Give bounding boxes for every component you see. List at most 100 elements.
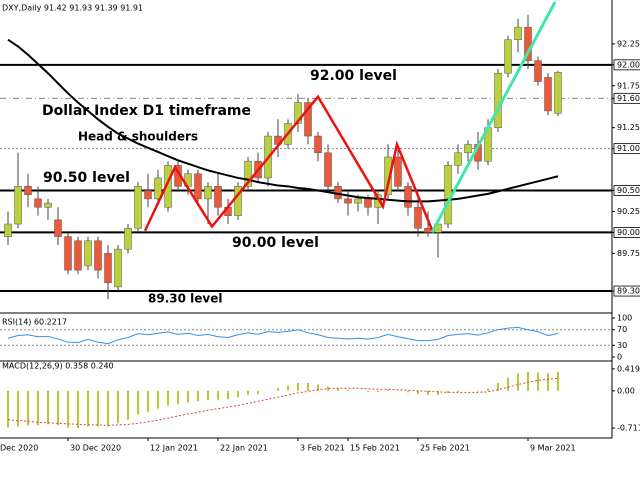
macd-bar xyxy=(87,390,89,427)
bear-candle-body xyxy=(364,198,372,208)
macd-bar xyxy=(377,390,379,392)
panel-title: DXY,Daily 91.42 91.93 91.39 91.91 xyxy=(2,4,143,13)
macd-bar xyxy=(147,390,149,412)
x-tick-label: 25 Feb 2021 xyxy=(420,444,470,453)
macd-bar xyxy=(387,389,389,391)
bear-candle-body xyxy=(394,156,402,187)
moving-average xyxy=(7,38,559,203)
price-label-box xyxy=(613,143,640,155)
macd-bar xyxy=(7,390,9,428)
bull-candle-body xyxy=(124,227,132,250)
bear-candle-body xyxy=(544,77,552,112)
bull-candle-body xyxy=(4,223,12,237)
macd-bar xyxy=(167,390,169,406)
bear-candle-body xyxy=(324,152,332,187)
macd-bar xyxy=(207,390,209,401)
y-tick-label: 0 xyxy=(617,353,622,362)
annotation: 92.00 level xyxy=(310,68,397,84)
bull-candle-body xyxy=(234,186,242,216)
y-tick-label: 70 xyxy=(617,325,627,334)
x-tick-label: 9 Mar 2021 xyxy=(530,444,576,453)
bull-candle-body xyxy=(514,26,522,40)
bull-candle-body xyxy=(44,202,52,208)
price-label-box xyxy=(613,59,640,71)
bear-candle-body xyxy=(404,186,412,208)
macd-bar xyxy=(227,390,229,400)
annotation: Head & shoulders xyxy=(78,130,198,144)
y-tick-label: 92.25 xyxy=(617,39,640,48)
macd-bar xyxy=(457,390,459,392)
macd-bar xyxy=(157,390,159,409)
bull-candle-body xyxy=(114,248,122,288)
panel-title: RSI(14) 60.2217 xyxy=(2,318,67,327)
bull-candle-body xyxy=(464,144,472,154)
x-tick-label: Dec 2020 xyxy=(0,444,38,453)
macd-bar xyxy=(217,390,219,400)
y-tick-label: 91.00 xyxy=(617,144,640,153)
macd-bar xyxy=(97,390,99,427)
macd-bar xyxy=(507,377,509,391)
bull-candle-body xyxy=(164,165,172,208)
macd-bar xyxy=(177,390,179,405)
bear-candle-body xyxy=(534,60,542,82)
bear-candle-body xyxy=(64,236,72,271)
bear-candle-body xyxy=(214,186,222,208)
bull-candle-body xyxy=(354,198,362,204)
bull-candle-body xyxy=(374,194,382,208)
macd-bar xyxy=(537,372,539,391)
bear-candle-body xyxy=(24,186,32,195)
bear-candle-body xyxy=(54,219,62,237)
y-tick-label: 91.75 xyxy=(617,81,640,90)
price-label-box xyxy=(613,185,640,196)
macd-bar xyxy=(477,390,479,392)
y-tick-label: -0.711 xyxy=(617,424,640,433)
macd-bar xyxy=(547,373,549,391)
x-tick-label: 12 Jan 2021 xyxy=(150,444,198,453)
annotation: 90.00 level xyxy=(232,235,319,251)
macd-bar xyxy=(497,382,499,391)
bull-candle-body xyxy=(134,186,142,229)
macd-bar xyxy=(327,386,329,391)
bull-candle-body xyxy=(154,177,162,200)
bear-candle-body xyxy=(414,207,422,229)
y-tick-label: 92.00 xyxy=(617,60,640,69)
bear-candle-body xyxy=(74,240,82,271)
head-shoulders-line xyxy=(143,94,434,232)
bull-candle-body xyxy=(204,186,212,200)
bear-candle-body xyxy=(144,190,152,200)
macd-bar xyxy=(407,390,409,393)
macd-bar xyxy=(107,390,109,427)
macd-bar xyxy=(527,371,529,391)
annotation: 90.50 level xyxy=(43,170,130,186)
macd-bar xyxy=(317,384,319,391)
macd-bar xyxy=(117,390,119,424)
bear-candle-body xyxy=(314,135,322,154)
y-tick-label: 100 xyxy=(617,314,632,323)
annotation: 89.30 level xyxy=(148,292,222,306)
y-tick-label: 0.00 xyxy=(617,386,635,395)
macd-bar xyxy=(287,385,289,391)
macd-bar xyxy=(487,388,489,391)
bear-candle-body xyxy=(344,198,352,204)
macd-bar xyxy=(37,390,39,426)
macd-bar xyxy=(347,389,349,391)
bull-candle-body xyxy=(554,72,562,114)
macd-bar xyxy=(77,390,79,429)
trend-line xyxy=(430,1,557,234)
bull-candle-body xyxy=(84,240,92,267)
macd-bar xyxy=(427,390,429,396)
y-tick-label: 90.00 xyxy=(617,228,640,237)
bull-candle-body xyxy=(504,39,512,74)
macd-bar xyxy=(557,372,559,391)
x-tick-label: 3 Feb 2021 xyxy=(300,444,345,453)
macd-bar xyxy=(337,388,339,391)
bear-candle-body xyxy=(304,102,312,137)
macd-bar xyxy=(417,390,419,394)
bull-candle-body xyxy=(454,152,462,166)
macd-bar xyxy=(447,390,449,393)
macd-bar xyxy=(27,390,29,426)
bull-candle-body xyxy=(494,72,502,128)
macd-bar xyxy=(437,390,439,396)
